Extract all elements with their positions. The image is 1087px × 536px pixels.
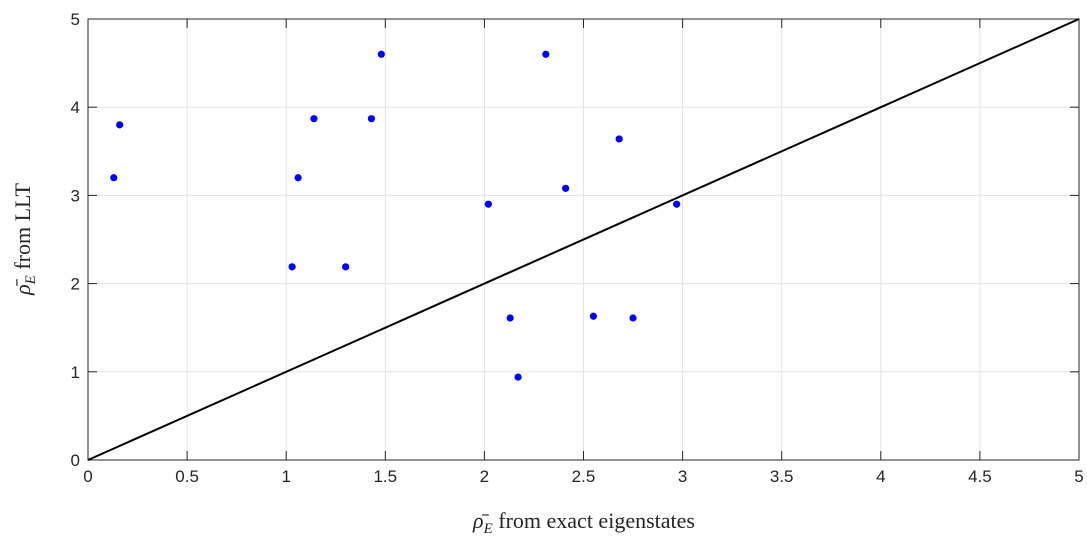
data-point <box>542 50 550 58</box>
data-point <box>562 184 570 192</box>
x-tick-label: 5 <box>1074 467 1083 486</box>
data-point <box>615 135 623 143</box>
data-point <box>514 373 522 381</box>
y-axis-subscript: E <box>23 275 39 285</box>
tick-marks <box>87 18 1080 461</box>
y-tick-label: 2 <box>71 275 80 294</box>
x-tick-label: 0.5 <box>175 467 199 486</box>
x-tick-label: 0 <box>83 467 92 486</box>
x-tick-label: 3.5 <box>770 467 794 486</box>
x-tick-labels: 0 0.5 1 1.5 2 2.5 3 3.5 4 4.5 5 <box>83 467 1083 486</box>
data-point <box>589 312 598 320</box>
x-tick-label: 2.5 <box>572 467 596 486</box>
data-point <box>506 314 514 322</box>
data-point <box>110 174 118 182</box>
data-point <box>342 263 350 271</box>
y-tick-label: 3 <box>71 186 80 205</box>
y-tick-labels: 0 1 2 3 4 5 <box>71 10 80 470</box>
x-tick-label: 1 <box>281 467 290 486</box>
y-tick-label: 5 <box>71 10 80 29</box>
y-axis-text: from LLT <box>10 183 35 276</box>
x-tick-label: 4.5 <box>968 467 992 486</box>
x-axis-title: ρ̄E from exact eigenstates <box>472 508 695 536</box>
x-axis-text: from exact eigenstates <box>493 508 695 533</box>
identity-reference-line <box>87 18 1080 461</box>
data-point <box>377 50 385 58</box>
x-tick-label: 4 <box>876 467 885 486</box>
x-tick-label: 1.5 <box>373 467 397 486</box>
data-points <box>110 50 681 381</box>
y-tick-label: 1 <box>71 363 80 382</box>
data-point <box>629 314 637 322</box>
data-point <box>367 115 376 123</box>
data-point <box>673 200 681 208</box>
x-tick-label: 2 <box>480 467 489 486</box>
y-tick-label: 4 <box>71 98 80 117</box>
data-point <box>116 121 124 129</box>
data-point <box>484 200 492 208</box>
data-point <box>288 263 296 271</box>
data-point <box>294 174 302 182</box>
x-axis-subscript: E <box>483 521 493 536</box>
y-tick-label: 0 <box>71 451 80 470</box>
x-tick-label: 3 <box>678 467 687 486</box>
data-point <box>310 115 318 123</box>
